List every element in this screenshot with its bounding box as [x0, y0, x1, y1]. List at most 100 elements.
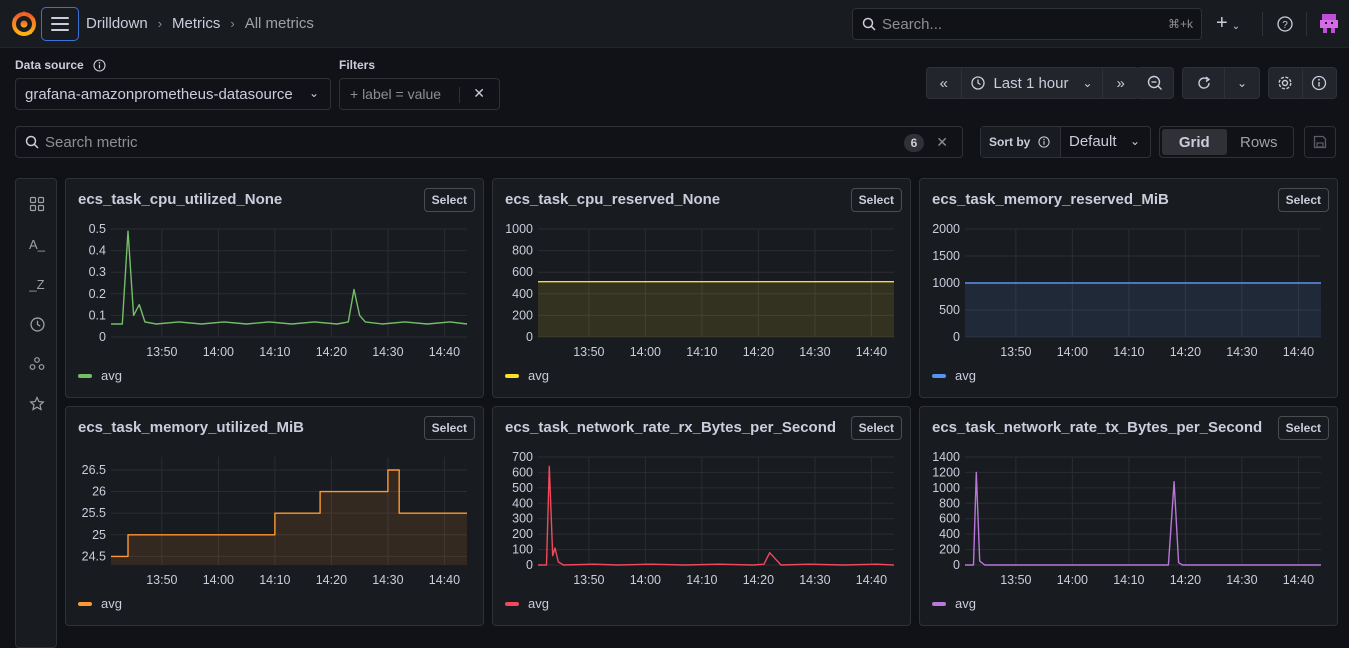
y-tick-label: 700: [512, 450, 533, 464]
clear-search-icon[interactable]: ✕: [936, 134, 948, 150]
select-metric-button[interactable]: Select: [423, 188, 475, 212]
sort-by-label: Sort by: [981, 127, 1061, 157]
breadcrumb-drilldown[interactable]: Drilldown: [86, 15, 148, 32]
datasource-select[interactable]: grafana-amazonprometheus-datasource ⌄: [15, 78, 331, 110]
y-tick-label: 26: [92, 485, 106, 499]
y-tick-label: 25: [92, 528, 106, 542]
time-range-button[interactable]: Last 1 hour ⌄: [962, 68, 1104, 98]
settings-group: [1268, 67, 1337, 99]
select-metric-button[interactable]: Select: [1277, 188, 1329, 212]
metric-chart[interactable]: 0 500 1000 1500 2000 13:50 14:00 14:10 14:20 14:3…: [920, 217, 1337, 365]
metric-chart[interactable]: 0 0.1 0.2 0.3 0.4 0.5 13:50 14:00 14:10 14:20 14:3…: [66, 217, 483, 365]
refresh-button[interactable]: [1183, 68, 1225, 98]
global-search-input[interactable]: Search... ⌘+k: [852, 8, 1202, 40]
chart-legend[interactable]: avg: [505, 596, 549, 611]
panel-title: ecs_task_cpu_utilized_None: [78, 191, 283, 208]
x-tick-label: 14:40: [429, 573, 460, 587]
shift-time-forward-button[interactable]: »: [1103, 68, 1138, 98]
time-range-picker: « Last 1 hour ⌄ »: [926, 67, 1139, 99]
menu-toggle-button[interactable]: [41, 7, 79, 41]
shift-time-back-button[interactable]: «: [927, 68, 962, 98]
add-button[interactable]: + ⌄: [1216, 12, 1240, 35]
zoom-out-button[interactable]: [1138, 68, 1172, 98]
user-avatar[interactable]: [1318, 12, 1340, 34]
series-line: [111, 469, 467, 558]
panel-title: ecs_task_network_rate_rx_Bytes_per_Secon…: [505, 419, 837, 436]
chart-legend[interactable]: avg: [505, 368, 549, 383]
clear-filters-icon[interactable]: ✕: [473, 85, 485, 101]
search-icon: [25, 135, 39, 149]
x-tick-label: 14:00: [203, 345, 234, 359]
refresh-icon: [1197, 76, 1210, 89]
sidebar-item-prefix-filter[interactable]: A_: [26, 233, 48, 255]
legend-label: avg: [528, 596, 549, 611]
chevron-down-icon: ⌄: [1082, 76, 1093, 90]
metric-panel: ecs_task_network_rate_tx_Bytes_per_Secon…: [919, 406, 1338, 626]
x-tick-label: 14:10: [259, 573, 290, 587]
sidebar-item-groups[interactable]: [26, 353, 48, 375]
group-icon: [29, 357, 45, 370]
search-shortcut: ⌘+k: [1167, 17, 1193, 31]
legend-label: avg: [528, 368, 549, 383]
sidebar-item-recent[interactable]: [26, 313, 48, 335]
x-tick-label: 14:10: [686, 573, 717, 587]
x-tick-label: 14:30: [1226, 573, 1257, 587]
chart-legend[interactable]: avg: [932, 596, 976, 611]
sort-by-select[interactable]: Sort by Default ⌄: [980, 126, 1151, 158]
layout-toggle: Grid Rows: [1159, 126, 1294, 158]
x-tick-label: 14:00: [1057, 573, 1088, 587]
chevrons-right-icon: »: [1116, 74, 1125, 92]
breadcrumb: Drilldown › Metrics › All metrics: [86, 15, 314, 32]
chevron-right-icon: ›: [230, 16, 235, 31]
sidebar-item-suffix-filter[interactable]: _Z: [26, 273, 48, 295]
y-tick-label: 0: [99, 330, 106, 344]
layout-grid-button[interactable]: Grid: [1162, 129, 1227, 155]
top-bar: Drilldown › Metrics › All metrics Search…: [0, 0, 1349, 48]
sidebar-item-bookmarks[interactable]: [26, 393, 48, 415]
info-icon[interactable]: [93, 59, 106, 72]
sort-by-label-text: Sort by: [989, 135, 1031, 149]
refresh-interval-button[interactable]: ⌄: [1225, 68, 1259, 98]
sidebar-item-metric-prefixes[interactable]: [26, 193, 48, 215]
x-tick-label: 14:30: [372, 573, 403, 587]
info-button[interactable]: [1303, 68, 1337, 98]
x-tick-label: 14:40: [1283, 573, 1314, 587]
breadcrumb-metrics[interactable]: Metrics: [172, 15, 221, 32]
datasource-label: Data source: [15, 58, 106, 72]
filters-input[interactable]: + label = value ✕: [339, 78, 500, 110]
info-icon: [1038, 136, 1050, 148]
metric-chart[interactable]: 24.5 25 25.5 26 26.5 13:50 14:00 14:10 14:20 14:3…: [66, 445, 483, 593]
zoom-out-icon: [1147, 75, 1162, 90]
series-area: [111, 470, 467, 565]
metric-search-input[interactable]: Search metric 6 ✕: [15, 126, 963, 158]
select-metric-button[interactable]: Select: [850, 416, 902, 440]
y-tick-label: 0.2: [89, 287, 106, 301]
save-button[interactable]: [1304, 126, 1336, 158]
chart-legend[interactable]: avg: [78, 368, 122, 383]
panel-title: ecs_task_cpu_reserved_None: [505, 191, 721, 208]
help-icon[interactable]: ?: [1277, 16, 1293, 32]
apps-grid-icon: [29, 196, 45, 212]
x-tick-label: 13:50: [573, 345, 604, 359]
metric-chart[interactable]: 0 200 400 600 800 1000 13:50 14:00 14:10 14:20 14:…: [493, 217, 910, 365]
x-tick-label: 14:00: [630, 573, 661, 587]
legend-swatch: [78, 601, 92, 606]
select-metric-button[interactable]: Select: [423, 416, 475, 440]
divider: [1262, 12, 1263, 36]
layout-rows-button[interactable]: Rows: [1239, 133, 1278, 151]
panel-title: ecs_task_memory_reserved_MiB: [932, 191, 1169, 208]
y-tick-label: 600: [939, 512, 960, 526]
star-icon: [29, 396, 45, 411]
select-metric-button[interactable]: Select: [1277, 416, 1329, 440]
y-tick-label: 400: [512, 496, 533, 510]
divider: [1306, 12, 1307, 36]
y-tick-label: 800: [939, 496, 960, 510]
x-tick-label: 14:40: [856, 573, 887, 587]
grafana-logo-icon[interactable]: [10, 10, 38, 38]
select-metric-button[interactable]: Select: [850, 188, 902, 212]
chart-legend[interactable]: avg: [932, 368, 976, 383]
settings-button[interactable]: [1269, 68, 1303, 98]
chart-legend[interactable]: avg: [78, 596, 122, 611]
